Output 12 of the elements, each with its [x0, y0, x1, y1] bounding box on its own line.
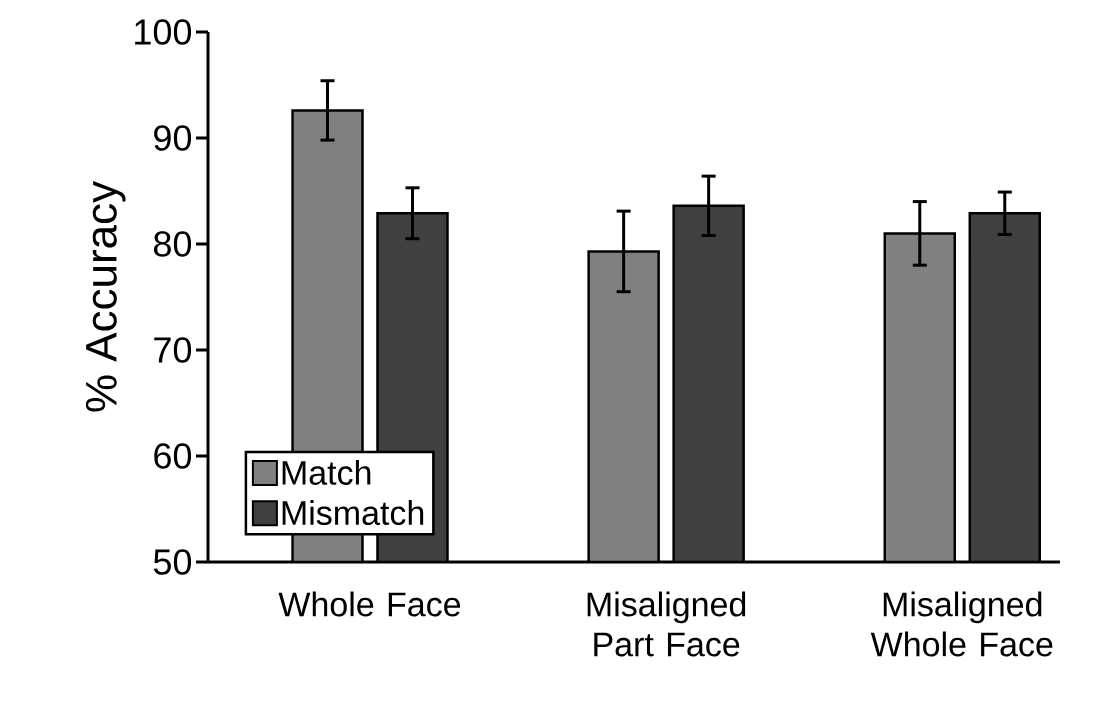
y-tick-label: 60	[154, 443, 192, 469]
y-axis-title: % Accuracy	[85, 180, 126, 412]
y-tick-label: 100	[135, 19, 192, 45]
y-tick-label: 90	[154, 125, 192, 151]
x-tick-label: Misaligned Whole Face	[870, 591, 1053, 657]
y-tick-label: 80	[154, 231, 192, 257]
x-tick-label: Whole Face	[278, 591, 461, 617]
legend-label: Mismatch	[282, 500, 424, 526]
legend-label: Match	[282, 459, 371, 485]
y-tick-label: 70	[154, 337, 192, 363]
y-tick-label: 50	[153, 549, 192, 575]
x-tick-label: Misaligned Part Face	[587, 591, 746, 657]
